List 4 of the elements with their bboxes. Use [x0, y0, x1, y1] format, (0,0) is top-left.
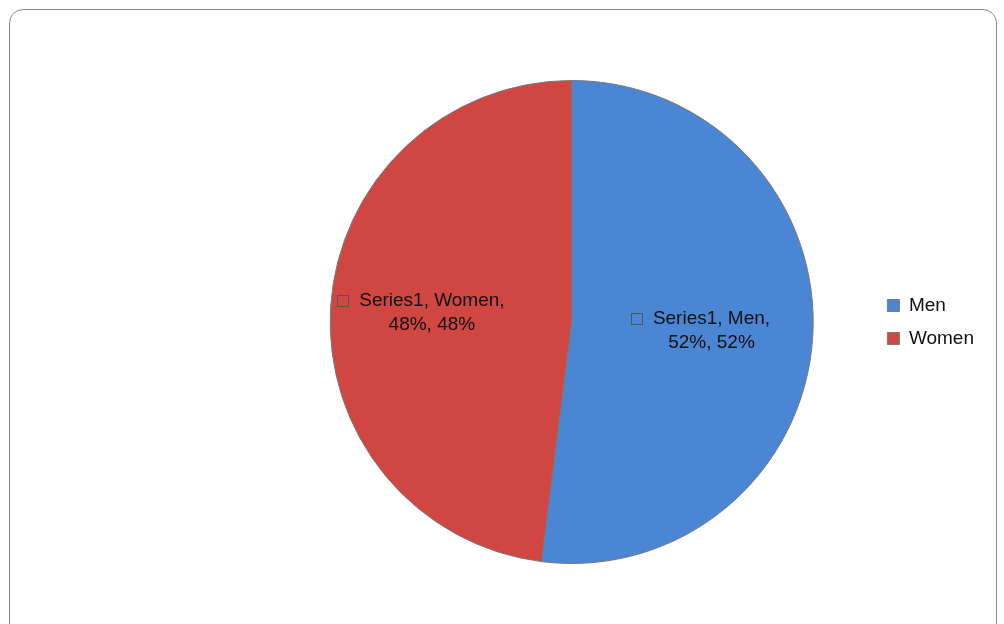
legend-label: Men	[908, 293, 946, 315]
data-label: Series1, Men, 52%, 52%	[652, 307, 771, 353]
legend-label: Women	[908, 326, 975, 348]
data-label: Series1, Women, 48%, 48%	[359, 289, 505, 335]
